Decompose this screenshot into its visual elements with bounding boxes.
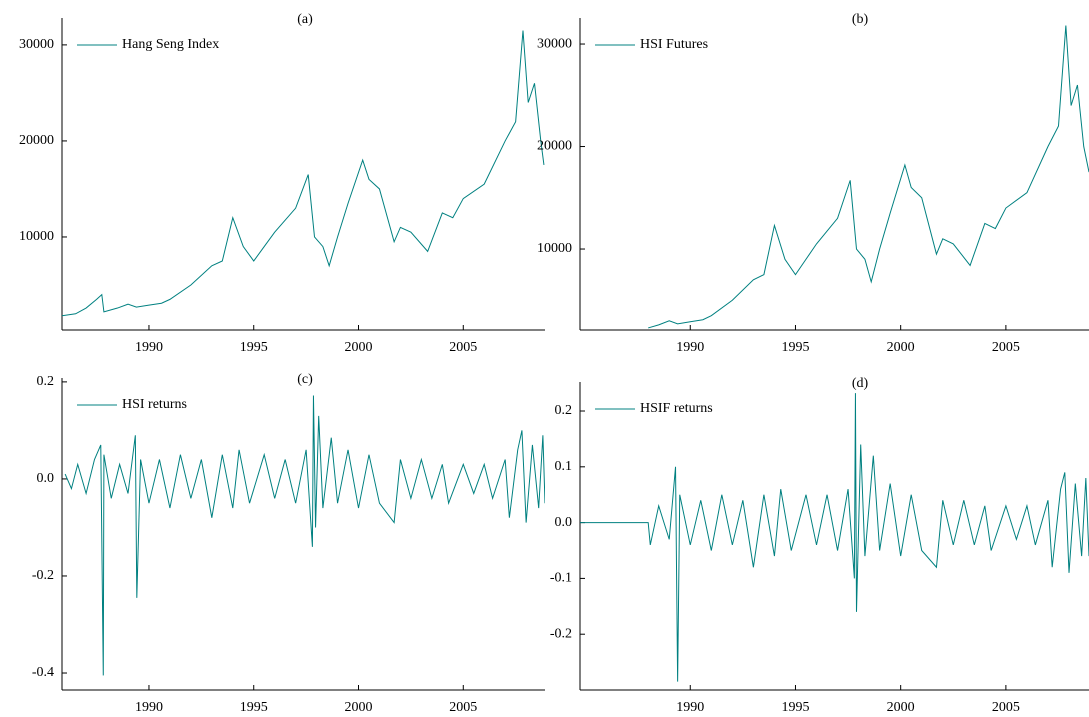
panel-title: (d) bbox=[852, 376, 869, 391]
series-line bbox=[62, 30, 545, 317]
x-tick-label: 1990 bbox=[135, 340, 163, 355]
legend-label: HSIF returns bbox=[640, 401, 713, 416]
x-tick-label: 2005 bbox=[992, 340, 1020, 355]
series-line bbox=[64, 395, 545, 676]
x-tick-label: 2000 bbox=[345, 340, 373, 355]
y-tick-label: -0.2 bbox=[32, 568, 54, 583]
y-tick-label: -0.2 bbox=[550, 626, 572, 641]
x-tick-label: 2005 bbox=[449, 340, 477, 355]
y-tick-label: 0.2 bbox=[37, 374, 55, 389]
panel: 0.2 0.0 -0.2 -0.4 1990 1995 2000 2005 (c) HSI ret… bbox=[32, 372, 545, 715]
x-tick-label: 1995 bbox=[781, 700, 809, 715]
x-tick-label: 2000 bbox=[887, 340, 915, 355]
panel-title: (a) bbox=[297, 12, 313, 27]
x-tick-label: 1995 bbox=[781, 340, 809, 355]
panel-title: (b) bbox=[852, 12, 869, 27]
x-tick-label: 1990 bbox=[135, 700, 163, 715]
series-line bbox=[580, 393, 1089, 682]
legend-label: HSI Futures bbox=[640, 37, 708, 52]
y-tick-label: 10000 bbox=[537, 241, 572, 256]
y-tick-label: 20000 bbox=[537, 139, 572, 154]
y-tick-label: -0.4 bbox=[32, 665, 54, 680]
x-tick-label: 1990 bbox=[676, 700, 704, 715]
panel: 0.2 0.1 0.0 -0.1 -0.2 1990 1995 2000 2005 (d) HSIF… bbox=[550, 376, 1089, 715]
panel-title: (c) bbox=[297, 372, 313, 387]
legend-label: HSI returns bbox=[122, 397, 187, 412]
y-tick-label: 0.2 bbox=[555, 403, 573, 418]
y-tick-label: 30000 bbox=[537, 36, 572, 51]
y-tick-label: -0.1 bbox=[550, 571, 572, 586]
x-tick-label: 2000 bbox=[345, 700, 373, 715]
x-tick-label: 2005 bbox=[449, 700, 477, 715]
y-tick-label: 0.1 bbox=[555, 459, 573, 474]
panel: 10000 20000 30000 1990 1995 2000 2005 (b) HSI Fu… bbox=[537, 12, 1089, 355]
x-tick-label: 2000 bbox=[887, 700, 915, 715]
x-tick-label: 1995 bbox=[240, 700, 268, 715]
y-tick-label: 0.0 bbox=[555, 515, 573, 530]
series-line bbox=[648, 25, 1089, 329]
x-tick-label: 1990 bbox=[676, 340, 704, 355]
x-tick-label: 1995 bbox=[240, 340, 268, 355]
y-tick-label: 20000 bbox=[19, 133, 54, 148]
panel: 10000 20000 30000 1990 1995 2000 2005 (a) Hang S… bbox=[19, 12, 545, 355]
y-tick-label: 0.0 bbox=[37, 471, 55, 486]
x-tick-label: 2005 bbox=[992, 700, 1020, 715]
legend-label: Hang Seng Index bbox=[122, 37, 219, 52]
y-tick-label: 10000 bbox=[19, 229, 54, 244]
y-tick-label: 30000 bbox=[19, 37, 54, 52]
